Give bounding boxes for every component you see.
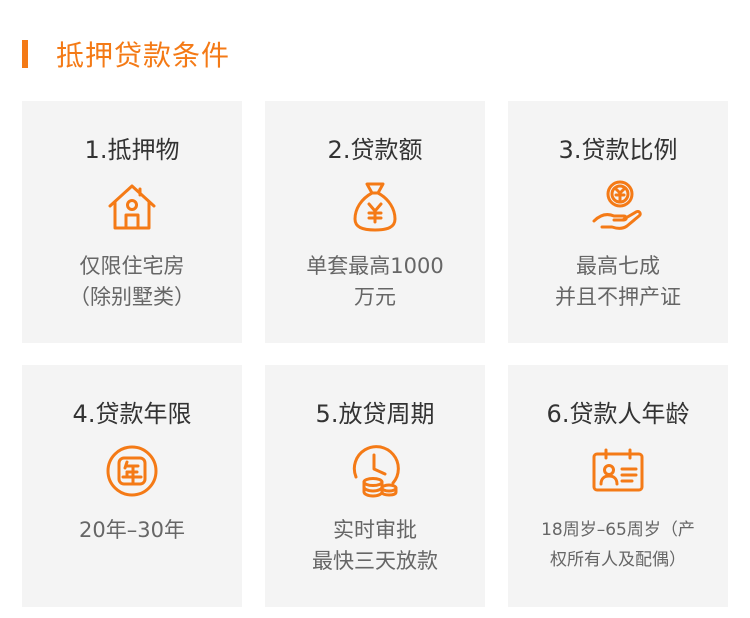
card-description: 最高七成 并且不押产证 [555, 254, 681, 309]
card-borrower-age: 6.贷款人年龄 18周岁–65周岁（产 权所有人及配偶） [508, 365, 728, 607]
year-stamp-icon [104, 443, 160, 499]
hand-coin-icon [590, 179, 646, 235]
section-title: 抵押贷款条件 [56, 39, 231, 72]
card-loan-term: 4.贷款年限 20年–30年 [22, 365, 242, 607]
card-disbursement-cycle: 5.放贷周期 实时审批 最快三天放款 [265, 365, 485, 607]
card-description: 20年–30年 [79, 518, 185, 542]
house-icon [104, 179, 160, 235]
card-description: 仅限住宅房 （除别墅类） [69, 254, 195, 309]
card-title: 6.贷款人年龄 [546, 400, 690, 428]
card-description: 单套最高1000 万元 [306, 254, 444, 309]
card-title: 4.贷款年限 [72, 400, 192, 428]
conditions-grid: 1.抵押物 仅限住宅房 （除别墅类） 2.贷款额 [22, 101, 728, 607]
card-title: 1.抵押物 [84, 136, 180, 164]
id-card-icon [590, 443, 646, 499]
section-header: 抵押贷款条件 [22, 36, 230, 72]
money-bag-icon [347, 179, 403, 235]
accent-bar [22, 40, 28, 68]
card-title: 5.放贷周期 [315, 400, 435, 428]
card-loan-amount: 2.贷款额 单套最高1000 万元 [265, 101, 485, 343]
card-collateral: 1.抵押物 仅限住宅房 （除别墅类） [22, 101, 242, 343]
clock-coins-icon [347, 443, 403, 499]
card-description: 实时审批 最快三天放款 [312, 518, 438, 573]
card-title: 2.贷款额 [327, 136, 423, 164]
card-description: 18周岁–65周岁（产 权所有人及配偶） [541, 520, 695, 570]
card-title: 3.贷款比例 [558, 136, 678, 164]
card-loan-ratio: 3.贷款比例 最高七成 并且不押产证 [508, 101, 728, 343]
